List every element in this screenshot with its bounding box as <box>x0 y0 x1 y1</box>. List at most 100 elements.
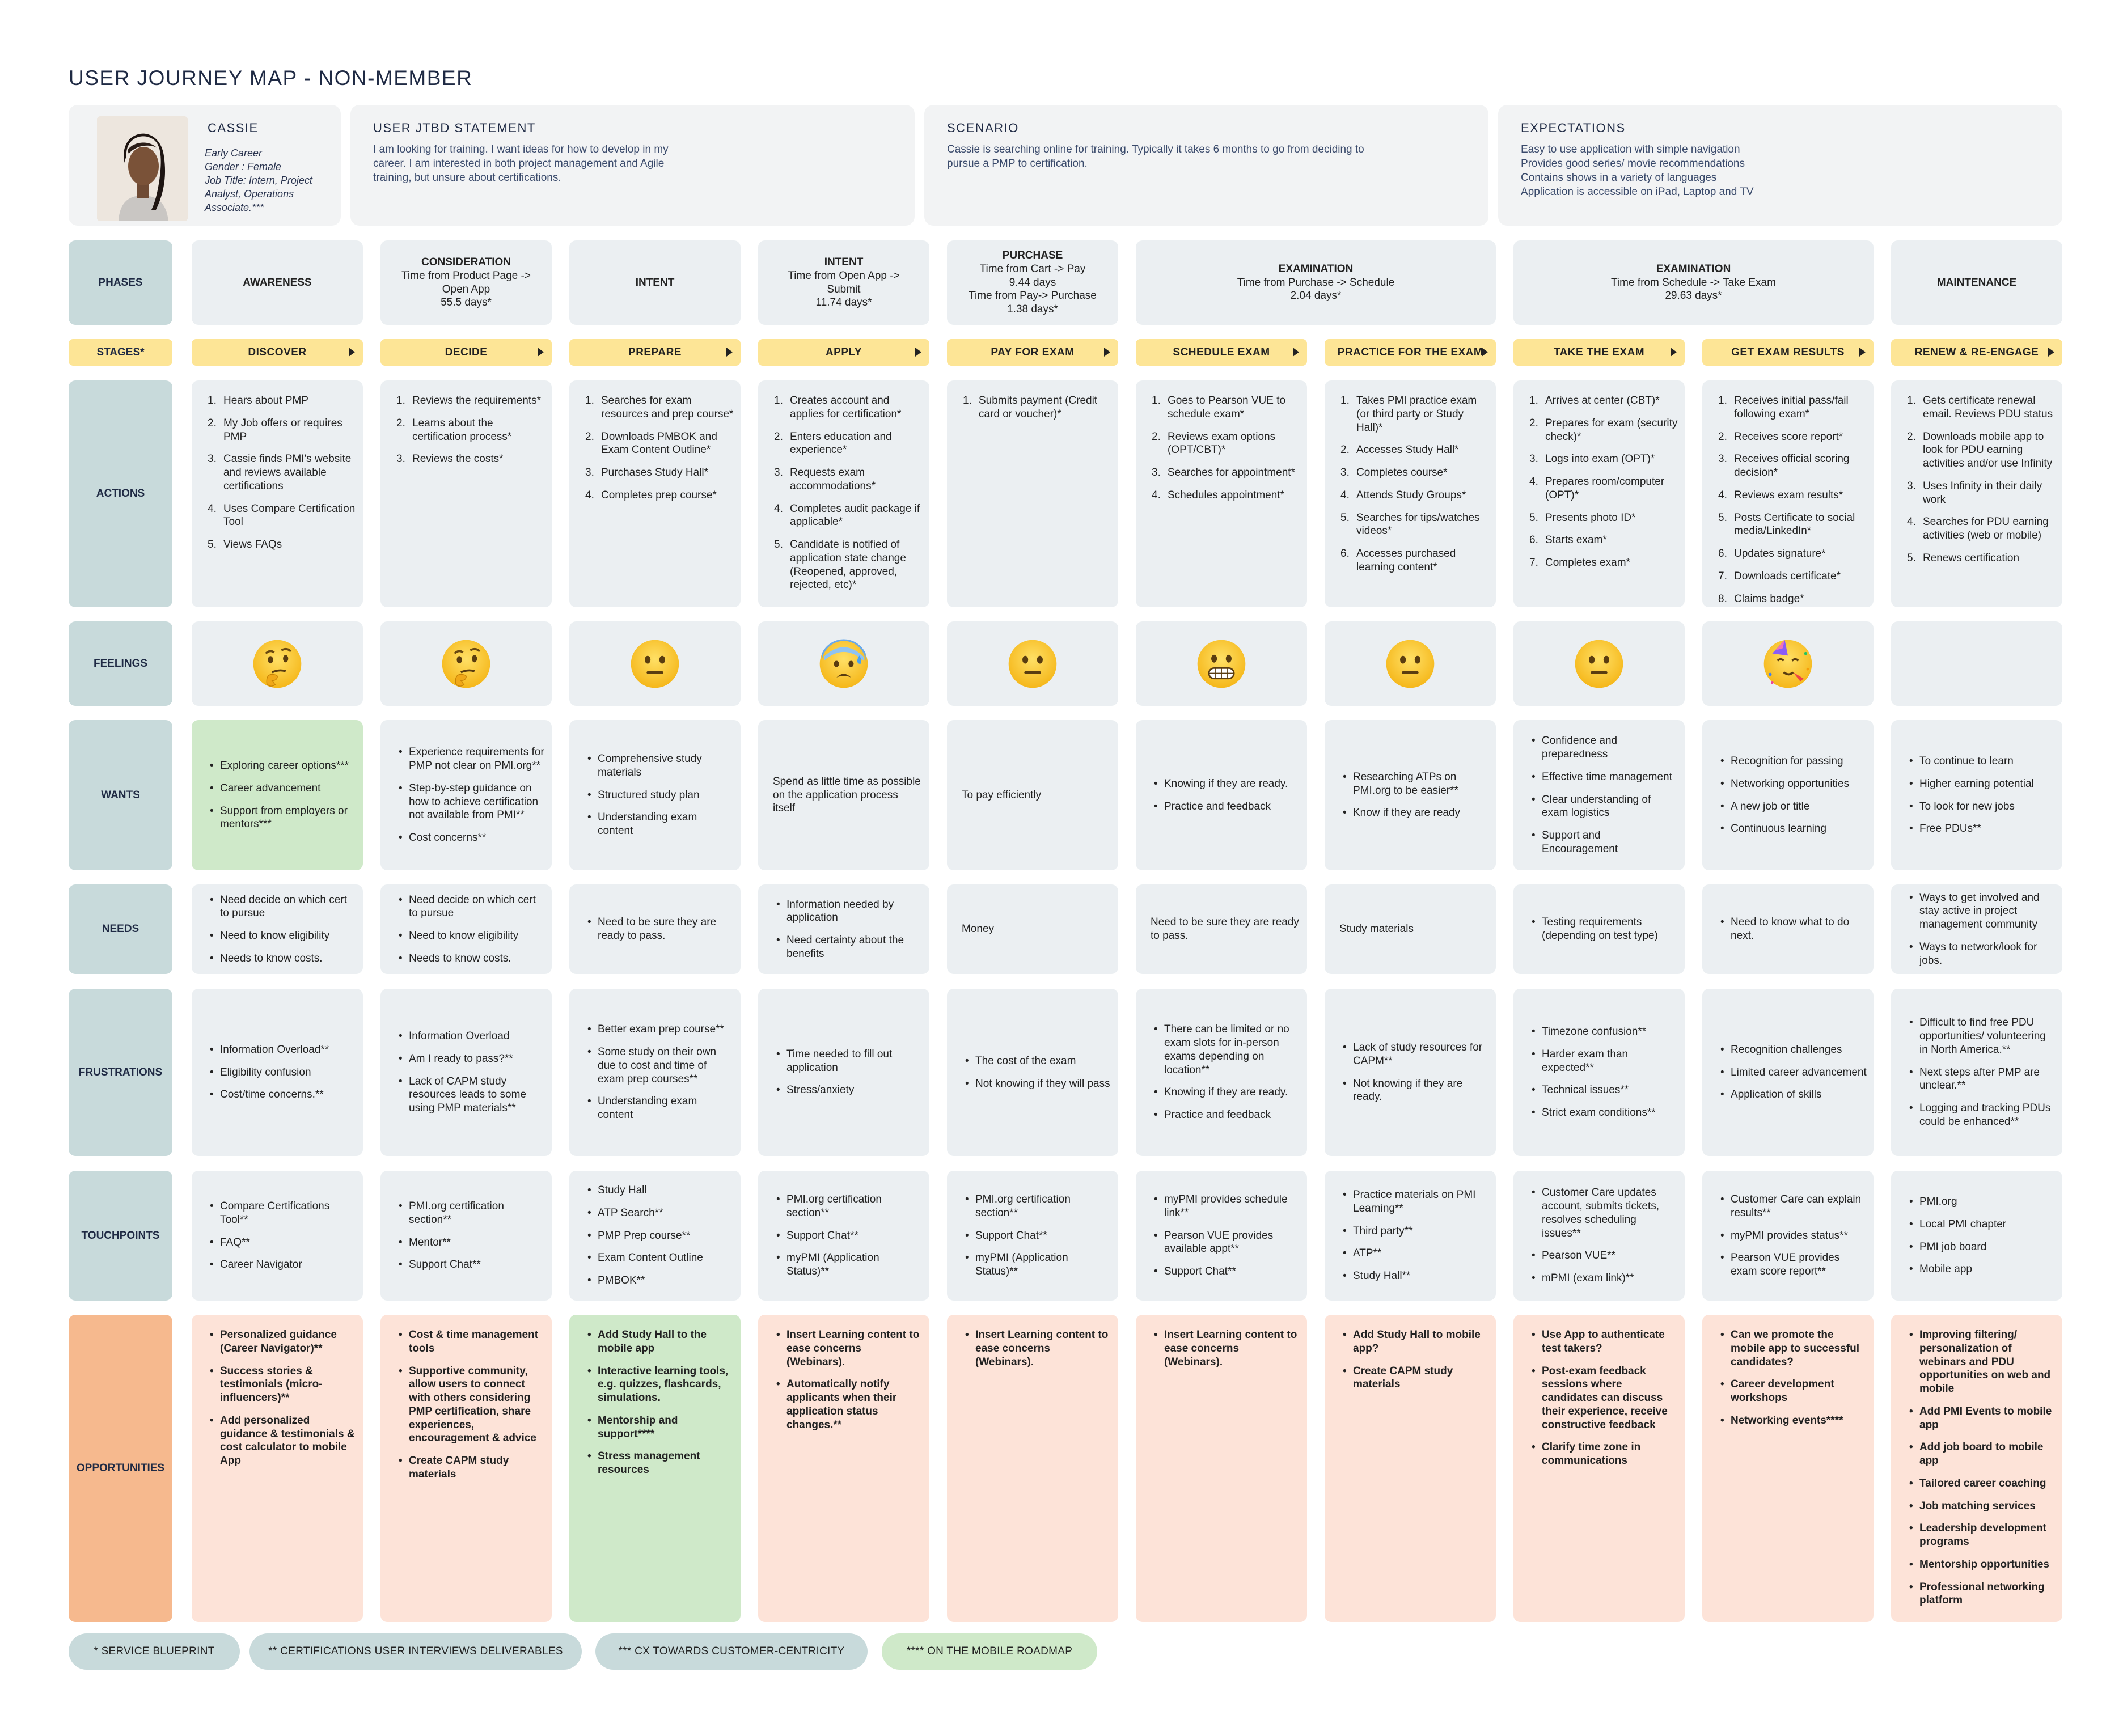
actions-content: Gets certificate renewal email. Reviews … <box>1904 380 2056 607</box>
frustrations-cell: Recognition challenges Limited career adv… <box>1702 989 1874 1156</box>
stage-label: SCHEDULE EXAM <box>1173 346 1270 358</box>
stage-renew-re-engage[interactable]: RENEW & RE-ENGAGE <box>1891 339 2062 366</box>
neutral-face-icon <box>1386 640 1435 688</box>
list-item: To continue to learn <box>1904 755 2056 768</box>
arrow-right-icon <box>2048 348 2054 357</box>
phase-timing: 11.74 days* <box>815 297 872 309</box>
list-item: Continuous learning <box>1715 822 1867 836</box>
list-item: Need certainty about the benefits <box>771 934 923 961</box>
thinking-face-icon <box>253 640 302 688</box>
wants-cell: To pay efficiently <box>947 720 1118 870</box>
legend-service-blueprint[interactable]: * SERVICE BLUEPRINT <box>69 1633 240 1670</box>
scenario-card: SCENARIO Cassie is searching online for … <box>924 105 1488 226</box>
bullet-list: Need to know what to do next. <box>1715 916 1867 943</box>
list-item: Free PDUs** <box>1904 822 2056 836</box>
bullet-list: Customer Care can explain results** myPMI… <box>1715 1193 1867 1278</box>
neutral-face-icon <box>1008 640 1057 688</box>
numbered-list: Creates account and applies for certific… <box>771 394 923 592</box>
list-item: Need decide on which cert to pursue <box>393 894 545 921</box>
stage-prepare[interactable]: PREPARE <box>569 339 741 366</box>
list-item: Ways to get involved and stay active in … <box>1904 891 2056 931</box>
list-item: Next steps after PMP are unclear.** <box>1904 1066 2056 1093</box>
frustrations-cell: Information Overload** Eligibility confus… <box>192 989 363 1156</box>
row-label-wants: WANTS <box>69 720 172 870</box>
opportunities-cell: Add Study Hall to the mobile app Interact… <box>569 1315 741 1622</box>
wants-content: Experience requirements for PMP not clea… <box>393 720 545 870</box>
list-item: Downloads certificate* <box>1718 570 1841 583</box>
wants-content: Knowing if they are ready. Practice and f… <box>1148 720 1300 870</box>
opportunities-cell: Can we promote the mobile app to success… <box>1702 1315 1874 1622</box>
stage-discover[interactable]: DISCOVER <box>192 339 363 366</box>
feelings-cell <box>758 621 929 706</box>
list-item: PMBOK** <box>582 1274 734 1288</box>
list-item: PMI.org certification section** <box>771 1193 923 1220</box>
actions-content: Arrives at center (CBT)* Prepares for exa… <box>1526 380 1678 607</box>
legend-user-interviews[interactable]: ** CERTIFICATIONS USER INTERVIEWS DELIVE… <box>249 1633 582 1670</box>
list-item: Arrives at center (CBT)* <box>1529 394 1660 408</box>
list-item: Lack of study resources for CAPM** <box>1337 1041 1489 1068</box>
legend-label: *** CX TOWARDS CUSTOMER-CENTRICITY <box>618 1645 845 1657</box>
bullet-list: PMI.org certification section** Mentor** S… <box>393 1200 545 1272</box>
stage-take-the-exam[interactable]: TAKE THE EXAM <box>1513 339 1685 366</box>
numbered-list: Reviews the requirements* Learns about th… <box>393 394 545 466</box>
scenario-title: SCENARIO <box>947 121 1019 135</box>
touchpoints-content: Practice materials on PMI Learning** Thir… <box>1337 1171 1489 1301</box>
list-item: Information Overload <box>393 1030 545 1043</box>
bullet-list: Can we promote the mobile app to success… <box>1715 1328 1867 1428</box>
actions-cell: Takes PMI practice exam (or third party … <box>1325 380 1496 607</box>
touchpoints-content: Customer Care updates account, submits t… <box>1526 1171 1678 1301</box>
frustrations-content: Recognition challenges Limited career adv… <box>1715 989 1867 1156</box>
list-item: Testing requirements (depending on test … <box>1526 916 1678 943</box>
actions-content: Creates account and applies for certific… <box>771 380 923 607</box>
list-item: Am I ready to pass?** <box>393 1052 545 1066</box>
legend-cx-centricity[interactable]: *** CX TOWARDS CUSTOMER-CENTRICITY <box>595 1633 868 1670</box>
list-item: Timezone confusion** <box>1526 1025 1678 1039</box>
list-item: Time needed to fill out application <box>771 1048 923 1075</box>
frustrations-cell: Lack of study resources for CAPM** Not kn… <box>1325 989 1496 1156</box>
list-item: PMI.org <box>1904 1195 2056 1209</box>
list-item: Local PMI chapter <box>1904 1218 2056 1231</box>
bullet-list: Study Hall ATP Search** PMP Prep course** E… <box>582 1184 734 1288</box>
list-item: FAQ** <box>204 1236 356 1250</box>
needs-content: Need to know what to do next. <box>1715 884 1867 974</box>
stage-pay-for-exam[interactable]: PAY FOR EXAM <box>947 339 1118 366</box>
list-item: Clear understanding of exam logistics <box>1526 793 1678 820</box>
bullet-list: Need decide on which cert to pursue Need … <box>204 894 356 966</box>
stage-decide[interactable]: DECIDE <box>380 339 552 366</box>
list-item: Know if they are ready <box>1337 806 1489 820</box>
list-item: Networking opportunities <box>1715 777 1867 791</box>
list-item: Tailored career coaching <box>1904 1477 2056 1491</box>
list-item: PMI job board <box>1904 1240 2056 1254</box>
wants-cell: Experience requirements for PMP not clea… <box>380 720 552 870</box>
list-item: Attends Study Groups* <box>1340 489 1466 502</box>
list-item: Practice and feedback <box>1148 1108 1300 1122</box>
needs-cell: Money <box>947 884 1118 974</box>
list-item: myPMI provides status** <box>1715 1229 1867 1243</box>
arrow-right-icon <box>538 348 544 357</box>
touchpoints-cell: PMI.org certification section** Mentor** S… <box>380 1171 552 1301</box>
frustrations-cell: Difficult to find free PDU opportunities… <box>1891 989 2062 1156</box>
bullet-list: Add Study Hall to the mobile app Interact… <box>582 1328 734 1477</box>
expectations-text: Easy to use application with simple navi… <box>1521 142 2040 199</box>
list-item: Reviews exam options (OPT/CBT)* <box>1152 430 1276 456</box>
list-item: ATP** <box>1337 1247 1489 1260</box>
touchpoints-content: PMI.org Local PMI chapter PMI job board Mob… <box>1904 1171 2056 1301</box>
list-item: Goes to Pearson VUE to schedule exam* <box>1152 394 1286 420</box>
bullet-list: Time needed to fill out application Stres… <box>771 1048 923 1097</box>
list-item: Study Hall <box>582 1184 734 1197</box>
touchpoints-content: myPMI provides schedule link** Pearson VU… <box>1148 1171 1300 1301</box>
list-item: Enters education and experience* <box>774 430 892 456</box>
list-item: Updates signature* <box>1718 547 1826 561</box>
stage-apply[interactable]: APPLY <box>758 339 929 366</box>
list-item: Create CAPM study materials <box>1337 1365 1489 1392</box>
bullet-list: Recognition for passing Networking opport… <box>1715 755 1867 836</box>
legend-mobile-roadmap: **** ON THE MOBILE ROADMAP <box>882 1633 1097 1670</box>
list-item: Understanding exam content <box>582 1095 734 1122</box>
stage-practice-for-the-exam[interactable]: PRACTICE FOR THE EXAM <box>1325 339 1496 366</box>
list-item: Pearson VUE provides exam score report** <box>1715 1251 1867 1278</box>
needs-content: Testing requirements (depending on test … <box>1526 884 1678 974</box>
stage-get-exam-results[interactable]: GET EXAM RESULTS <box>1702 339 1874 366</box>
stage-schedule-exam[interactable]: SCHEDULE EXAM <box>1136 339 1307 366</box>
legend-label: * SERVICE BLUEPRINT <box>94 1645 215 1657</box>
stage-label: PREPARE <box>628 346 682 358</box>
